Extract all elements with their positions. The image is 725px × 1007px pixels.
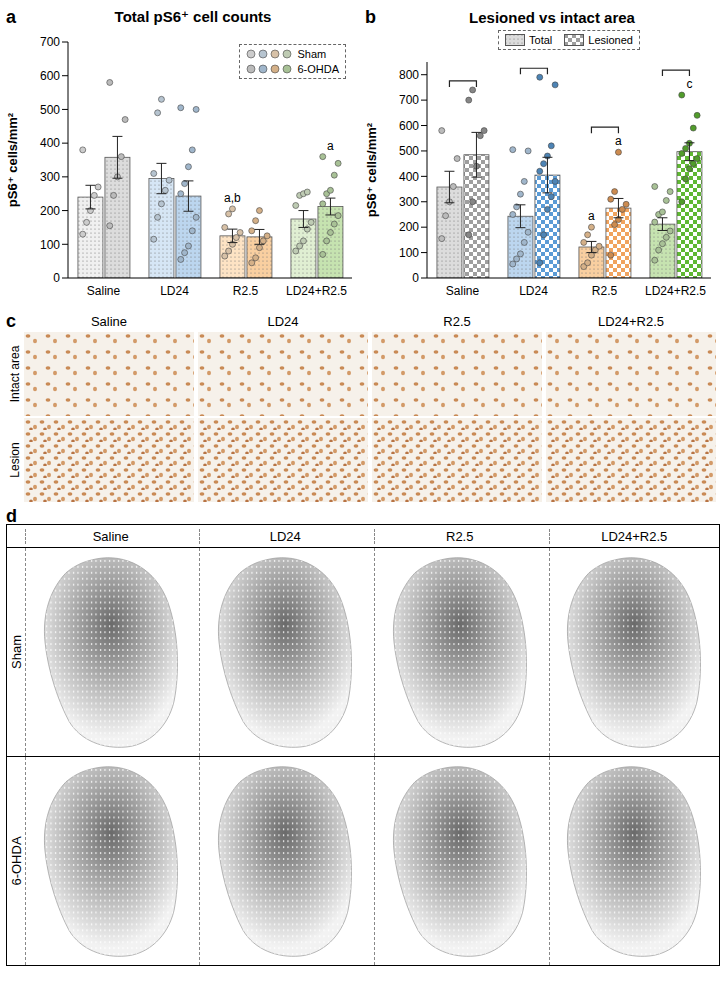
svg-text:700: 700: [399, 93, 419, 107]
svg-text:100: 100: [399, 246, 419, 260]
svg-text:0: 0: [412, 271, 419, 285]
svg-text:LD24+R2.5: LD24+R2.5: [645, 284, 706, 298]
html-text:Intact area: Intact area: [8, 345, 22, 403]
svg-text:400: 400: [399, 170, 419, 184]
svg-text:300: 300: [399, 195, 419, 209]
html-text:Lesioned: Lesioned: [588, 34, 633, 46]
html-text:a: a: [6, 6, 16, 27]
svg-text:a: a: [588, 209, 595, 223]
html-text:Lesioned vs intact area: Lesioned vs intact area: [469, 8, 635, 26]
svg-text:a: a: [615, 134, 622, 148]
html-text:LD24+R2.5: LD24+R2.5: [601, 528, 668, 544]
svg-text:pS6⁺ cells/mm²: pS6⁺ cells/mm²: [365, 122, 379, 217]
svg-text:LD24: LD24: [519, 284, 548, 298]
svg-text:a,b: a,b: [224, 191, 241, 205]
svg-text:R2.5: R2.5: [233, 284, 259, 298]
svg-text:700: 700: [40, 35, 60, 49]
svg-text:600: 600: [40, 69, 60, 83]
html-text:LD24: LD24: [269, 528, 301, 544]
svg-text:400: 400: [40, 136, 60, 150]
svg-text:a: a: [327, 139, 334, 153]
svg-text:100: 100: [40, 238, 60, 252]
html-text:Saline: Saline: [92, 528, 129, 544]
svg-text:Saline: Saline: [87, 284, 121, 298]
html-text:c: c: [6, 310, 16, 331]
html-text:LD24+R2.5: LD24+R2.5: [597, 313, 665, 329]
svg-text:800: 800: [399, 68, 419, 82]
svg-text:200: 200: [399, 220, 419, 234]
html-text:LD24: LD24: [267, 313, 299, 329]
html-text:R2.5: R2.5: [443, 313, 471, 329]
html-text:Lesion: Lesion: [8, 442, 22, 478]
html-text:d: d: [6, 506, 17, 526]
svg-text:0: 0: [53, 271, 60, 285]
html-text:R2.5: R2.5: [446, 528, 474, 544]
html-text:Total: Total: [529, 34, 553, 46]
svg-text:Saline: Saline: [446, 284, 480, 298]
svg-text:LD24: LD24: [160, 284, 189, 298]
html-text:6-OHDA: 6-OHDA: [297, 63, 339, 75]
svg-text:pS6⁺ cells/mm²: pS6⁺ cells/mm²: [6, 112, 20, 207]
svg-text:c: c: [686, 77, 692, 91]
html-text:Saline: Saline: [90, 313, 128, 329]
html-text:6-OHDA: 6-OHDA: [8, 836, 24, 886]
svg-text:LD24+R2.5: LD24+R2.5: [286, 284, 347, 298]
html-text:b: b: [365, 6, 376, 27]
svg-text:500: 500: [40, 103, 60, 117]
svg-text:300: 300: [40, 170, 60, 184]
html-text:Sham: Sham: [8, 635, 24, 669]
svg-text:600: 600: [399, 119, 419, 133]
svg-text:500: 500: [399, 144, 419, 158]
html-text:Sham: Sham: [297, 48, 327, 60]
html-text:Total pS6⁺ cell counts: Total pS6⁺ cell counts: [114, 8, 272, 25]
svg-text:200: 200: [40, 204, 60, 218]
svg-text:R2.5: R2.5: [592, 284, 618, 298]
